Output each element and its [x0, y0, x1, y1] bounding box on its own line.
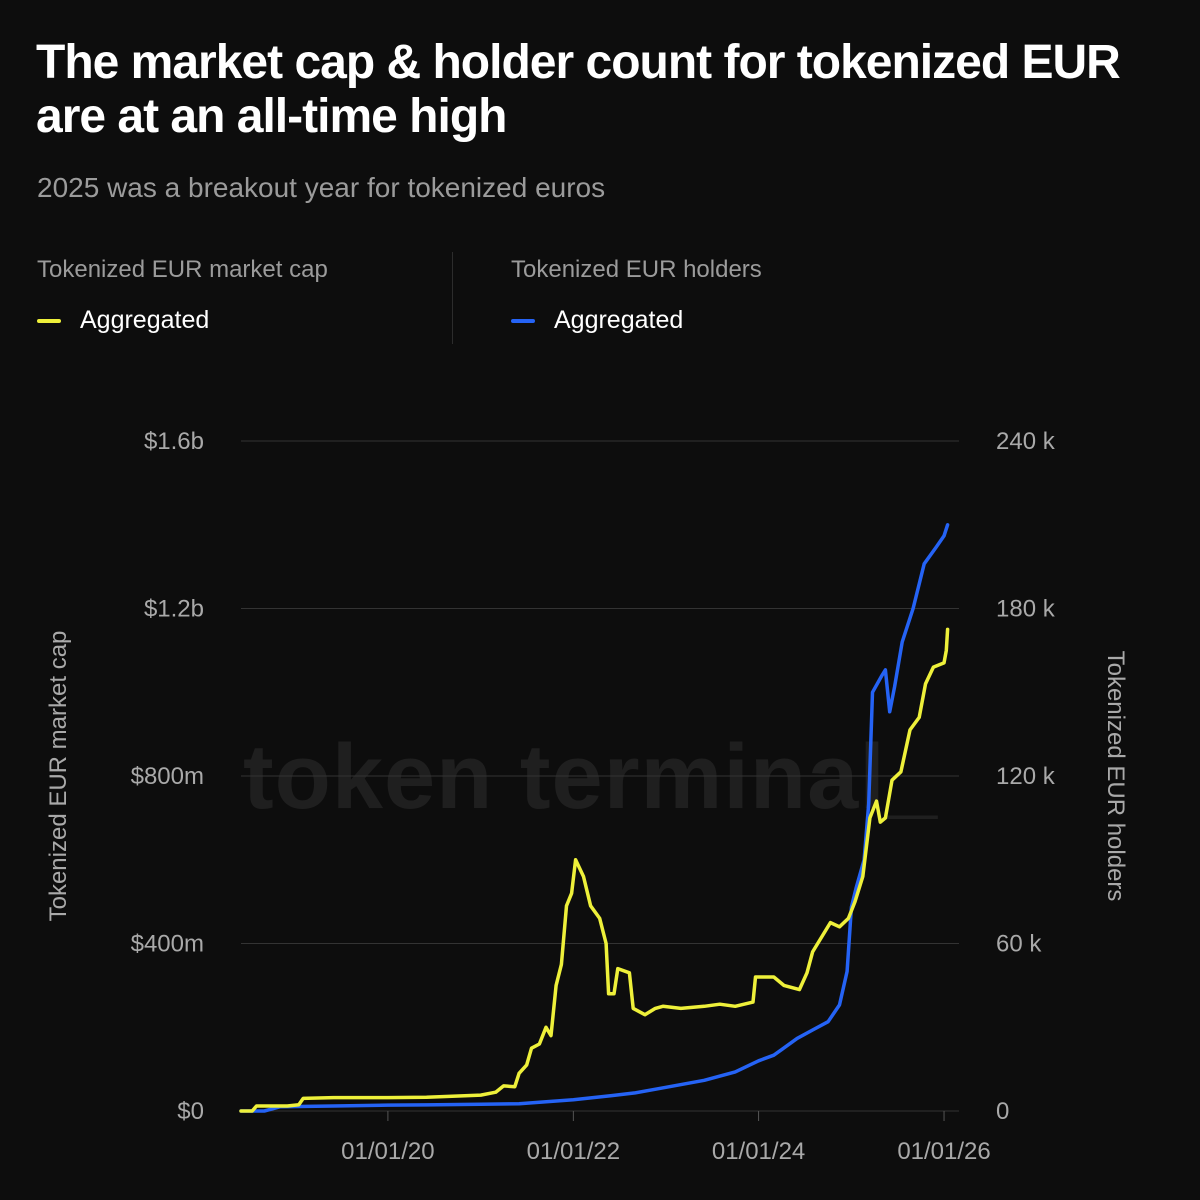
market-cap-line — [239, 627, 950, 1113]
legend-swatch-holders — [511, 318, 535, 323]
y-right-tick-label: 120 k — [996, 763, 1056, 790]
y-axis-right-ticks: 0 60 k 120 k 180 k 240 k — [996, 428, 1056, 1125]
legend-holders-item[interactable]: Aggregated — [511, 306, 762, 335]
legend-holders: Tokenized EUR holders Aggregated — [511, 256, 762, 335]
holders-line — [239, 523, 950, 1113]
legend-holders-title: Tokenized EUR holders — [511, 256, 762, 283]
y-right-tick-label: 60 k — [996, 931, 1042, 958]
series-lines — [239, 523, 950, 1113]
y-right-tick-label: 240 k — [996, 428, 1056, 455]
y-axis-left-ticks: $0 $400m $800m $1.2b $1.6b — [131, 428, 204, 1125]
y-axis-left-title: Tokenized EUR market cap — [45, 631, 72, 922]
x-tick-label: 01/01/26 — [897, 1138, 990, 1165]
y-right-tick-label: 0 — [996, 1098, 1009, 1125]
legend-divider — [452, 252, 453, 344]
y-left-tick-label: $800m — [131, 763, 204, 790]
legend-market-cap: Tokenized EUR market cap Aggregated — [37, 256, 328, 335]
legend-market-cap-label: Aggregated — [80, 306, 210, 334]
x-axis-ticks: 01/01/20 01/01/22 01/01/24 01/01/26 — [341, 1111, 991, 1165]
x-tick-label: 01/01/22 — [527, 1138, 620, 1165]
legend-holders-label: Aggregated — [554, 306, 684, 334]
chart-title: The market cap & holder count for tokeni… — [36, 36, 1121, 143]
y-left-tick-label: $0 — [177, 1098, 204, 1125]
y-left-tick-label: $1.2b — [144, 596, 204, 623]
y-axis-right-title: Tokenized EUR holders — [1102, 651, 1129, 902]
legend-market-cap-title: Tokenized EUR market cap — [37, 256, 328, 283]
y-left-tick-label: $1.6b — [144, 428, 204, 455]
y-left-tick-label: $400m — [131, 931, 204, 958]
legend-market-cap-item[interactable]: Aggregated — [37, 306, 328, 335]
x-tick-label: 01/01/24 — [712, 1138, 805, 1165]
grid-lines — [241, 440, 959, 1112]
watermark-text: token terminal_ — [243, 726, 938, 828]
x-tick-label: 01/01/20 — [341, 1138, 434, 1165]
legend-swatch-market-cap — [37, 318, 61, 323]
chart-subtitle: 2025 was a breakout year for tokenized e… — [37, 172, 606, 203]
y-right-tick-label: 180 k — [996, 596, 1056, 623]
